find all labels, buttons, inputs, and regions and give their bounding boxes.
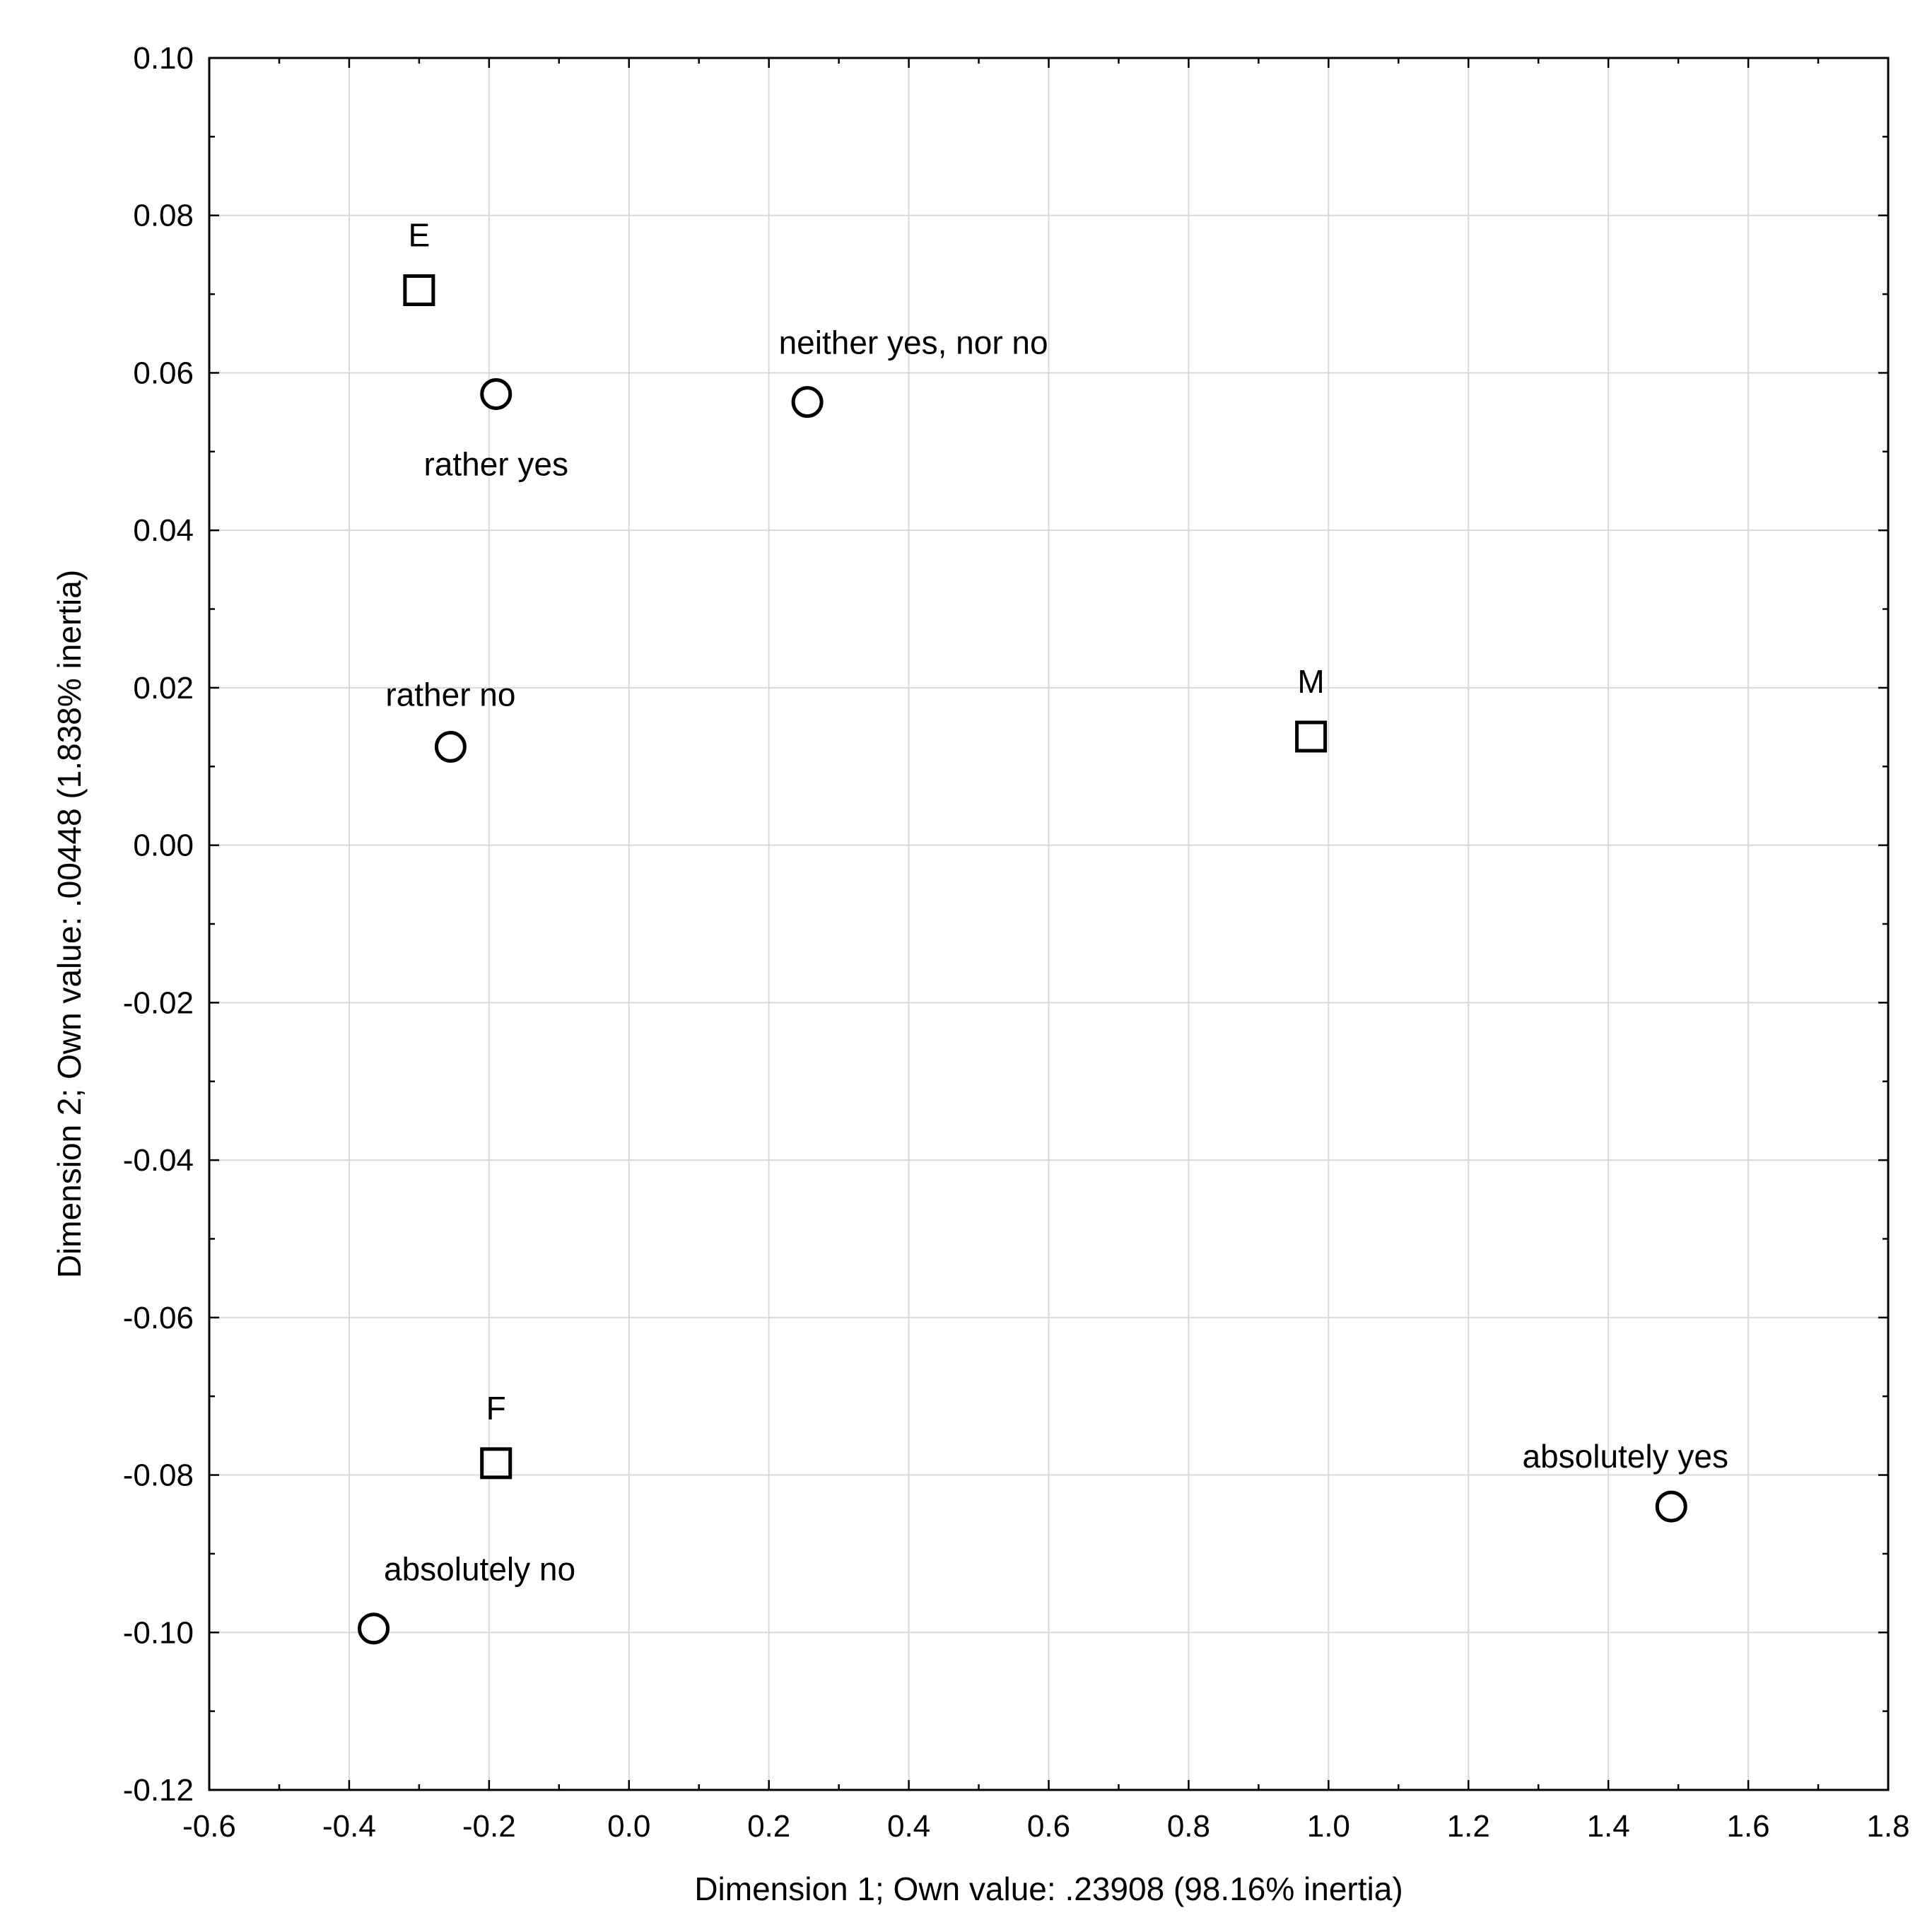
y-tick-label: 0.04 [133, 513, 194, 548]
point-label-f: F [486, 1390, 506, 1427]
y-tick-labels: 0.10 0.08 0.06 0.04 0.02 0.00 -0.02 -0.04 -0.06 -… [123, 41, 194, 1808]
x-tick-label: 0.0 [607, 1809, 650, 1844]
y-tick-label: -0.08 [123, 1458, 194, 1493]
square-point-e [403, 274, 435, 307]
y-tick-label: 0.06 [133, 356, 194, 390]
x-tick-label: 0.6 [1027, 1809, 1070, 1844]
square-point-m [1295, 720, 1328, 753]
circle-point-rather-no [434, 730, 467, 763]
y-tick-label: -0.12 [123, 1773, 194, 1808]
x-tick-label: 1.2 [1447, 1809, 1490, 1844]
circle-point-rather-yes [480, 378, 513, 411]
y-tick-label: 0.02 [133, 671, 194, 706]
y-tick-label: -0.06 [123, 1301, 194, 1335]
point-label-absolutely-yes: absolutely yes [1522, 1438, 1728, 1475]
x-tick-label: 1.4 [1587, 1809, 1630, 1844]
x-tick-label: 0.4 [887, 1809, 930, 1844]
y-tick-label: -0.02 [123, 985, 194, 1020]
y-tick-label: 0.08 [133, 199, 194, 233]
grid-lines [209, 57, 1889, 1791]
x-tick-label: 0.2 [747, 1809, 790, 1844]
x-tick-label: 0.8 [1167, 1809, 1210, 1844]
point-label-rather-yes: rather yes [423, 446, 568, 483]
y-tick-label: -0.10 [123, 1615, 194, 1650]
x-tick-label: 1.6 [1726, 1809, 1769, 1844]
y-tick-label: -0.04 [123, 1143, 194, 1178]
y-axis-title: Dimension 2; Own value: .00448 (1.838% i… [51, 570, 88, 1278]
point-label-e: E [409, 217, 431, 254]
plot-frame [208, 57, 1890, 1791]
point-label-neither-yes-nor-no: neither yes, nor no [779, 324, 1048, 361]
x-tick-labels: -0.6 -0.4 -0.2 0.0 0.2 0.4 0.6 0.8 1.0 1.2 1.4 1.6 1… [182, 1809, 1910, 1844]
x-tick-label: -0.4 [322, 1809, 376, 1844]
y-tick-label: 0.00 [133, 829, 194, 863]
point-label-rather-no: rather no [385, 676, 515, 713]
circle-point-absolutely-no [358, 1612, 390, 1645]
x-tick-label: -0.2 [462, 1809, 516, 1844]
point-label-absolutely-no: absolutely no [384, 1551, 575, 1588]
circle-point-absolutely-yes [1655, 1490, 1687, 1523]
x-tick-label: 1.8 [1866, 1809, 1909, 1844]
x-tick-label: 1.0 [1307, 1809, 1350, 1844]
point-label-m: M [1297, 663, 1324, 700]
y-tick-label: 0.10 [133, 41, 194, 76]
x-axis-title: Dimension 1; Own value: .23908 (98.16% i… [694, 1870, 1403, 1907]
x-tick-label: -0.6 [182, 1809, 236, 1844]
square-point-f [480, 1447, 513, 1480]
circle-point-neither-yes-nor-no [791, 386, 824, 418]
